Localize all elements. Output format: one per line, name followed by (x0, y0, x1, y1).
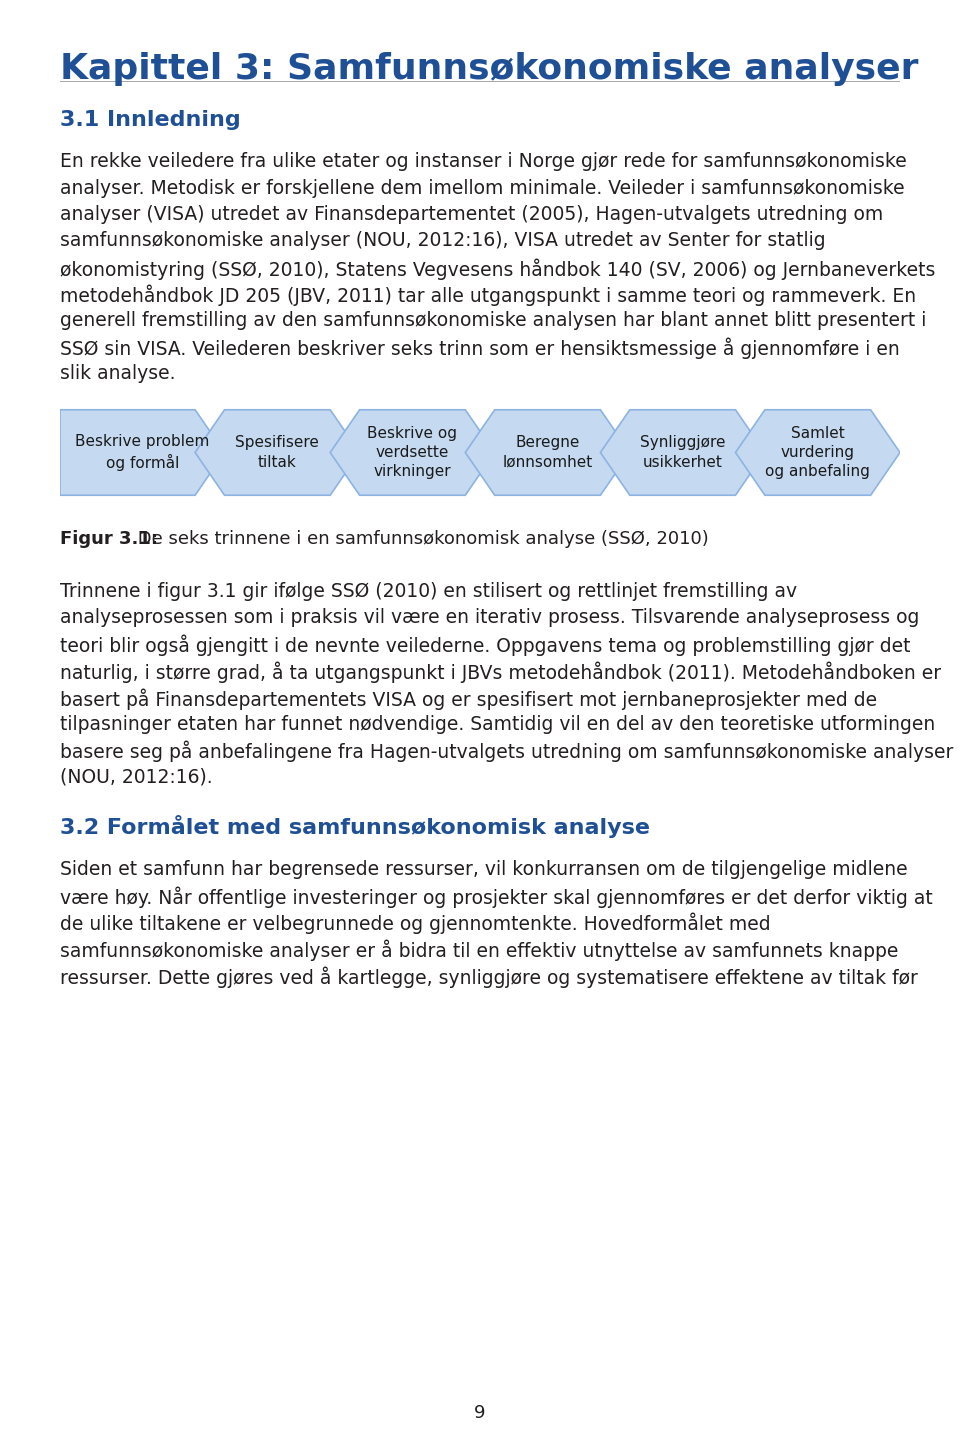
Text: (NOU, 2012:16).: (NOU, 2012:16). (60, 767, 212, 786)
Text: generell fremstilling av den samfunnsøkonomiske analysen har blant annet blitt p: generell fremstilling av den samfunnsøko… (60, 311, 926, 330)
Polygon shape (60, 410, 225, 495)
Text: være høy. Når offentlige investeringer og prosjekter skal gjennomføres er det de: være høy. Når offentlige investeringer o… (60, 887, 933, 908)
Text: De seks trinnene i en samfunnsøkonomisk analyse (SSØ, 2010): De seks trinnene i en samfunnsøkonomisk … (132, 531, 708, 548)
Text: metodehåndbok JD 205 (JBV, 2011) tar alle utgangspunkt i samme teori og rammever: metodehåndbok JD 205 (JBV, 2011) tar all… (60, 284, 916, 306)
Text: samfunnsøkonomiske analyser er å bidra til en effektiv utnyttelse av samfunnets : samfunnsøkonomiske analyser er å bidra t… (60, 940, 899, 960)
Text: analyser. Metodisk er forskjellene dem imellom minimale. Veileder i samfunnsøkon: analyser. Metodisk er forskjellene dem i… (60, 179, 904, 198)
Polygon shape (600, 410, 765, 495)
Text: Beskrive og
verdsette
virkninger: Beskrive og verdsette virkninger (368, 425, 458, 479)
Text: samfunnsøkonomiske analyser (NOU, 2012:16), VISA utredet av Senter for statlig: samfunnsøkonomiske analyser (NOU, 2012:1… (60, 232, 826, 251)
Text: Samlet
vurdering
og anbefaling: Samlet vurdering og anbefaling (765, 425, 870, 479)
Text: slik analyse.: slik analyse. (60, 363, 176, 384)
Text: økonomistyring (SSØ, 2010), Statens Vegvesens håndbok 140 (SV, 2006) og Jernbane: økonomistyring (SSØ, 2010), Statens Vegv… (60, 258, 935, 280)
Text: 9: 9 (474, 1405, 486, 1422)
Text: 3.2 Formålet med samfunnsøkonomisk analyse: 3.2 Formålet med samfunnsøkonomisk analy… (60, 815, 650, 838)
Polygon shape (466, 410, 630, 495)
Text: En rekke veiledere fra ulike etater og instanser i Norge gjør rede for samfunnsø: En rekke veiledere fra ulike etater og i… (60, 151, 907, 172)
Text: Kapittel 3: Samfunnsøkonomiske analyser: Kapittel 3: Samfunnsøkonomiske analyser (60, 52, 919, 87)
Text: Spesifisere
tiltak: Spesifisere tiltak (235, 435, 320, 470)
Text: teori blir også gjengitt i de nevnte veilederne. Oppgavens tema og problemstilli: teori blir også gjengitt i de nevnte vei… (60, 634, 910, 656)
Text: Figur 3.1:: Figur 3.1: (60, 531, 158, 548)
Text: de ulike tiltakene er velbegrunnede og gjennomtenkte. Hovedformålet med: de ulike tiltakene er velbegrunnede og g… (60, 913, 771, 934)
Text: analyseprosessen som i praksis vil være en iterativ prosess. Tilsvarende analyse: analyseprosessen som i praksis vil være … (60, 609, 920, 627)
Polygon shape (735, 410, 900, 495)
Text: Siden et samfunn har begrensede ressurser, vil konkurransen om de tilgjengelige : Siden et samfunn har begrensede ressurse… (60, 859, 907, 880)
Text: Synliggjøre
usikkerhet: Synliggjøre usikkerhet (640, 435, 726, 470)
Text: 3.1 Innledning: 3.1 Innledning (60, 110, 241, 130)
Text: ressurser. Dette gjøres ved å kartlegge, synliggjøre og systematisere effektene : ressurser. Dette gjøres ved å kartlegge,… (60, 966, 918, 988)
Polygon shape (330, 410, 494, 495)
Polygon shape (195, 410, 360, 495)
Text: basere seg på anbefalingene fra Hagen-utvalgets utredning om samfunnsøkonomiske : basere seg på anbefalingene fra Hagen-ut… (60, 741, 953, 763)
Text: tilpasninger etaten har funnet nødvendige. Samtidig vil en del av den teoretiske: tilpasninger etaten har funnet nødvendig… (60, 714, 935, 734)
Text: Trinnene i figur 3.1 gir ifølge SSØ (2010) en stilisert og rettlinjet fremstilli: Trinnene i figur 3.1 gir ifølge SSØ (201… (60, 583, 797, 601)
Text: Beskrive problem
og formål: Beskrive problem og formål (75, 434, 209, 472)
Text: Beregne
lønnsomhet: Beregne lønnsomhet (502, 435, 592, 470)
Text: analyser (VISA) utredet av Finansdepartementet (2005), Hagen-utvalgets utredning: analyser (VISA) utredet av Finansdeparte… (60, 205, 883, 224)
Text: SSØ sin VISA. Veilederen beskriver seks trinn som er hensiktsmessige å gjennomfø: SSØ sin VISA. Veilederen beskriver seks … (60, 337, 900, 359)
Text: basert på Finansdepartementets VISA og er spesifisert mot jernbaneprosjekter med: basert på Finansdepartementets VISA og e… (60, 688, 877, 709)
Text: naturlig, i større grad, å ta utgangspunkt i JBVs metodehåndbok (2011). Metodehå: naturlig, i større grad, å ta utgangspun… (60, 662, 941, 684)
